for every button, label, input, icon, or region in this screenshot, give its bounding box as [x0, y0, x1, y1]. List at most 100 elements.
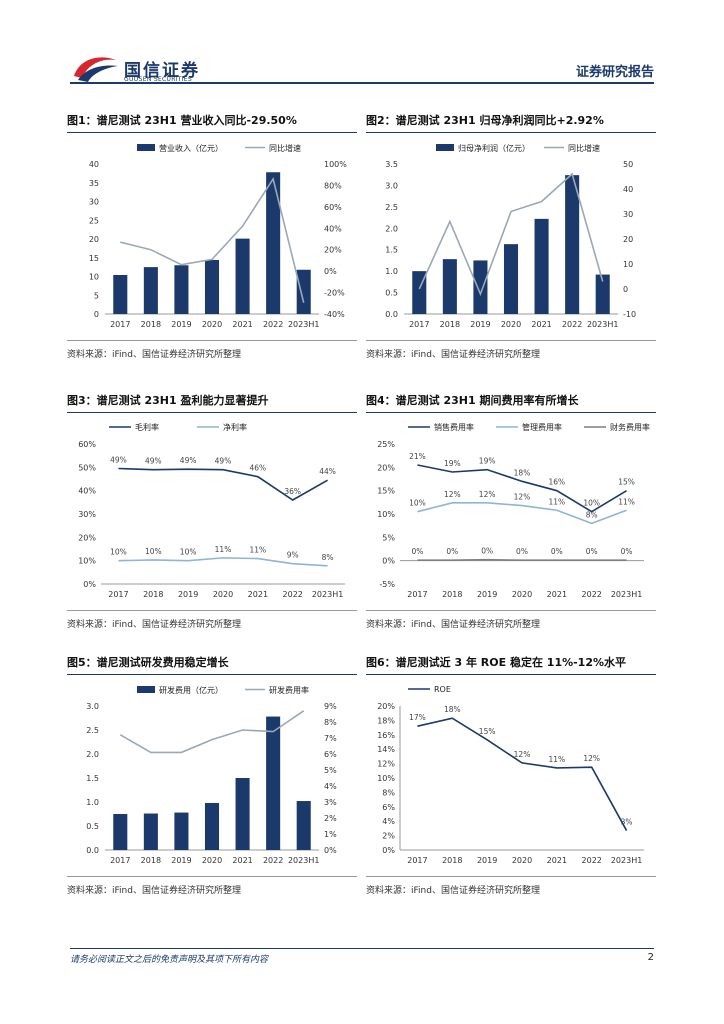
figure-source: 资料来源：iFind、国信证券经济研究所整理 [366, 340, 656, 360]
y-tick-label: 15% [377, 487, 395, 496]
bar [296, 801, 311, 850]
x-tick-label: 2018 [143, 590, 163, 599]
x-tick-label: 2017 [407, 856, 427, 865]
data-label: 11% [215, 545, 232, 554]
data-label: 49% [180, 456, 197, 465]
disclaimer-link[interactable]: 请务必阅读正文之后的免责声明及其项下所有内容 [70, 955, 269, 965]
left-tick-label: 35 [89, 179, 99, 188]
x-tick-label: 2017 [108, 590, 128, 599]
x-tick-label: 2019 [178, 590, 198, 599]
figure-source: 资料来源：iFind、国信证券经济研究所整理 [366, 876, 656, 896]
data-label: 0% [446, 547, 458, 556]
y-tick-label: 14% [377, 745, 395, 754]
bar [296, 269, 311, 314]
left-tick-label: 1.5 [86, 774, 99, 783]
y-tick-label: 25% [377, 440, 395, 449]
bar [266, 716, 281, 850]
right-tick-label: 30 [623, 210, 633, 219]
series-line-0 [417, 464, 627, 513]
left-tick-label: 2.5 [86, 726, 99, 735]
y-tick-label: 20% [377, 463, 395, 472]
y-tick-label: 20% [377, 702, 395, 711]
legend-bar-swatch [137, 144, 155, 151]
x-tick-label: 2018 [442, 590, 462, 599]
x-tick-label: 2019 [477, 856, 497, 865]
right-tick-label: 60% [324, 203, 342, 212]
x-tick-label: 2019 [171, 320, 191, 329]
figure-source: 资料来源：iFind、国信证券经济研究所整理 [67, 876, 357, 896]
data-label: 19% [479, 457, 496, 466]
data-label: 12% [479, 490, 496, 499]
data-label: 12% [583, 754, 600, 763]
bar [503, 244, 519, 314]
legend-label-1: 管理费用率 [522, 422, 562, 432]
left-tick-label: 0.0 [385, 310, 398, 319]
data-label: 49% [110, 456, 127, 465]
right-tick-label: -20% [324, 289, 345, 298]
page-number: 2 [647, 952, 654, 963]
left-tick-label: 3.0 [385, 181, 398, 190]
right-tick-label: 4% [324, 782, 337, 791]
left-tick-label: 3.5 [385, 160, 398, 169]
x-tick-label: 2023H1 [611, 856, 642, 865]
x-tick-label: 2022 [263, 320, 283, 329]
x-tick-label: 2022 [562, 320, 582, 329]
right-tick-label: -10 [623, 310, 636, 319]
right-tick-label: 80% [324, 181, 342, 190]
data-label: 49% [145, 457, 162, 466]
data-label: 12% [514, 493, 531, 502]
x-tick-label: 2018 [141, 320, 161, 329]
data-label: 8% [322, 553, 334, 562]
legend-line-label: 同比增速 [568, 143, 600, 153]
legend-label-0: 毛利率 [135, 422, 159, 432]
bar [174, 812, 189, 850]
data-label: 19% [444, 459, 461, 468]
y-tick-label: 20% [78, 533, 96, 542]
brand-logo: 国信证券 GUOSEN SECURITIES [72, 52, 222, 84]
header-divider [70, 82, 654, 84]
data-label: 0% [516, 547, 528, 556]
data-label: 15% [618, 478, 635, 487]
right-tick-label: 10 [623, 260, 633, 269]
x-tick-label: 2021 [531, 320, 551, 329]
data-label: 49% [215, 457, 232, 466]
left-tick-label: 0 [94, 310, 99, 319]
x-tick-label: 2017 [407, 590, 427, 599]
left-tick-label: 25 [89, 216, 99, 225]
data-label: 18% [444, 705, 461, 714]
right-tick-label: 40% [324, 224, 342, 233]
x-tick-label: 2017 [110, 320, 130, 329]
series-line-0 [118, 467, 328, 501]
x-tick-label: 2020 [202, 320, 222, 329]
series-line-1 [118, 557, 328, 567]
right-tick-label: 20% [324, 246, 342, 255]
x-tick-label: 2022 [283, 590, 303, 599]
x-tick-label: 2021 [232, 320, 252, 329]
figure-title: 图3：谱尼测试 23H1 盈利能力显著提升 [67, 394, 357, 413]
y-tick-label: 30% [78, 510, 96, 519]
right-tick-label: 8% [324, 718, 337, 727]
figure-source: 资料来源：iFind、国信证券经济研究所整理 [67, 610, 357, 630]
bar [143, 267, 158, 314]
right-tick-label: 3% [324, 798, 337, 807]
logo-chinese-name: 国信证券 [124, 61, 200, 81]
figure-title: 图6：谱尼测试近 3 年 ROE 稳定在 11%-12%水平 [366, 656, 656, 675]
data-label: 10% [409, 499, 426, 508]
x-tick-label: 2017 [409, 320, 429, 329]
y-tick-label: 0% [382, 846, 395, 855]
right-tick-label: 0 [623, 285, 628, 294]
y-tick-label: 60% [78, 440, 96, 449]
figure-title: 图4：谱尼测试 23H1 期间费用率有所增长 [366, 394, 656, 413]
data-label: 0% [621, 547, 633, 556]
x-tick-label: 2022 [582, 856, 602, 865]
x-tick-label: 2020 [512, 590, 532, 599]
right-tick-label: 20 [623, 235, 633, 244]
bar [204, 802, 220, 850]
bar [235, 238, 250, 314]
left-tick-label: 0.5 [86, 822, 99, 831]
data-label: 8% [586, 510, 598, 519]
data-label: 11% [549, 497, 566, 506]
page-header: 国信证券 GUOSEN SECURITIES 证券研究报告 [0, 0, 724, 90]
data-label: 15% [479, 727, 496, 736]
right-tick-label: 1% [324, 830, 337, 839]
